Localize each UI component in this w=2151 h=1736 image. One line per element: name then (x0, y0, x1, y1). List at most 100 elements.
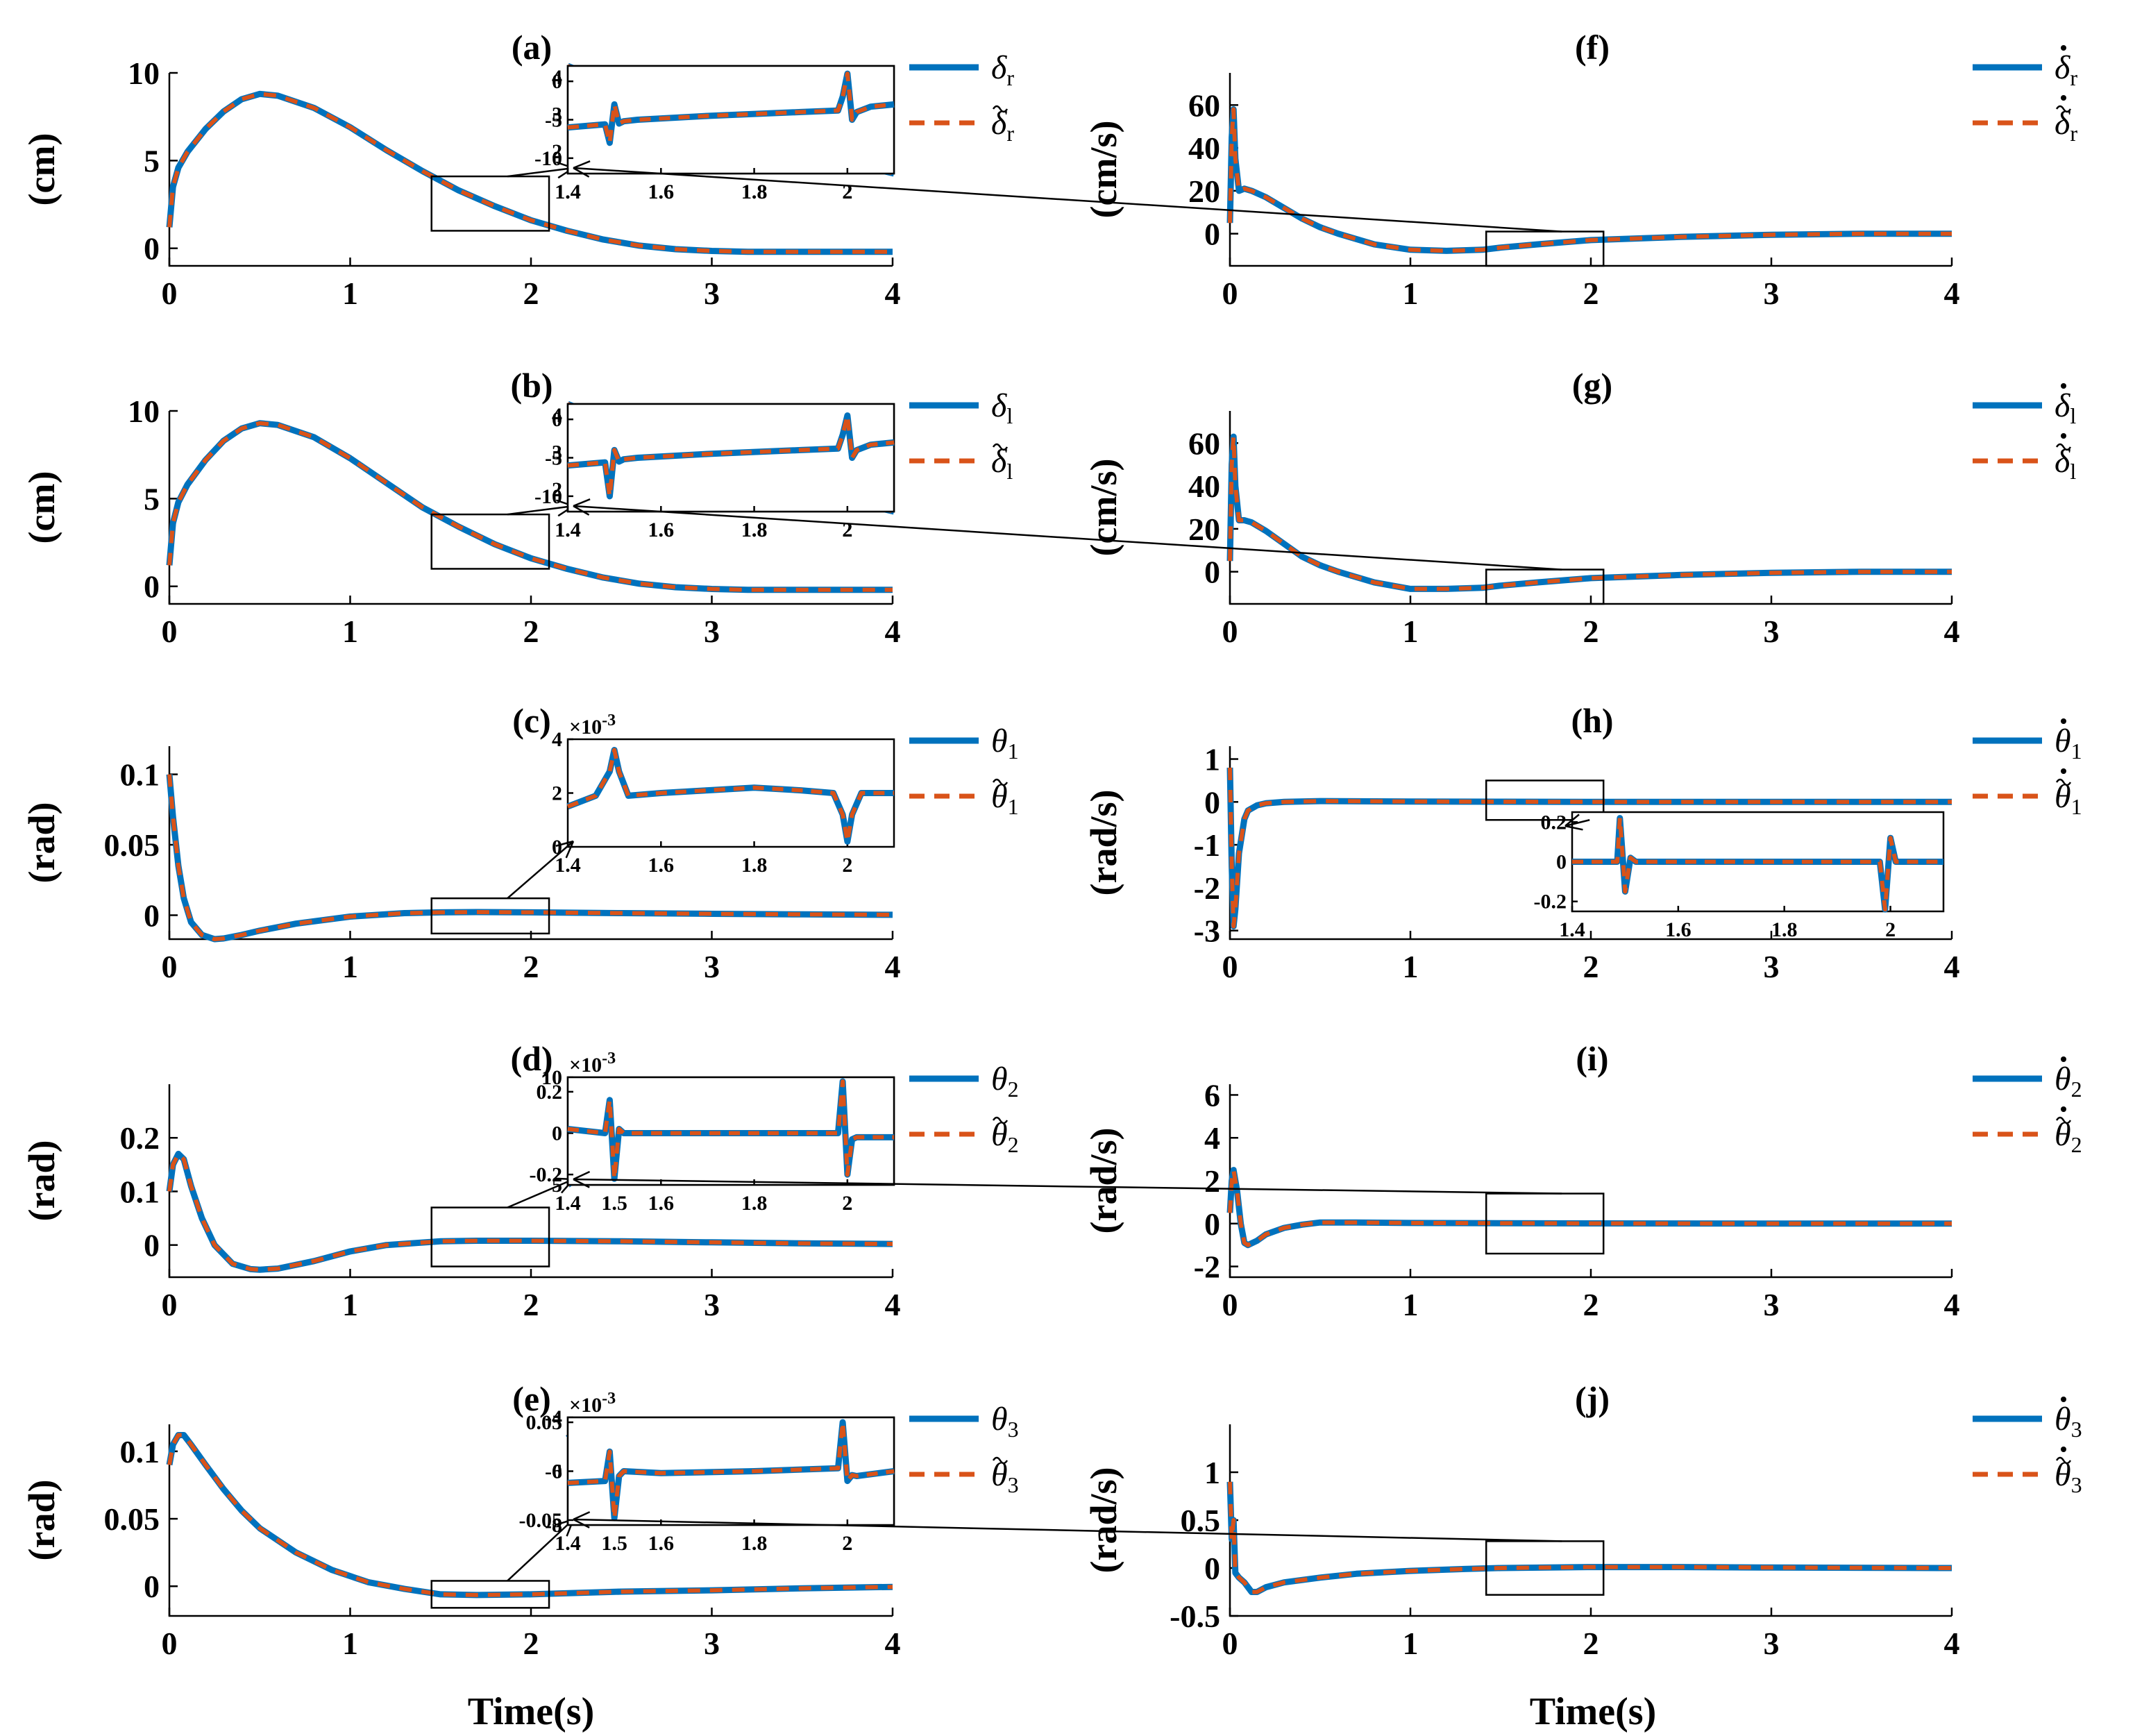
y-tick-label: -2 (1194, 870, 1220, 906)
y-axis-label: (rad/s) (1083, 1467, 1124, 1574)
inset-estimated-line (567, 413, 895, 498)
inset-x-tick-label: 2 (842, 1532, 852, 1555)
inset-x-tick-label: 1.8 (741, 180, 768, 203)
x-tick-label: 0 (1222, 1287, 1238, 1322)
inset-f: 1.4 1.6 1.8 2-10-50 (534, 65, 895, 203)
zoom-arrow (507, 505, 574, 516)
zoom-arrowhead (573, 160, 591, 178)
y-tick-label: 5 (144, 143, 160, 178)
zoom-arrowhead (555, 840, 575, 859)
x-tick-label: 2 (1583, 614, 1599, 649)
zoom-arrow (507, 1178, 574, 1208)
inset-x-tick-label: 1.4 (555, 519, 581, 541)
y-tick-label: 0 (1204, 1551, 1220, 1586)
y-tick-label: 60 (1188, 425, 1220, 461)
zoom-arrow (507, 1519, 574, 1582)
dot-accent (2061, 383, 2066, 389)
panel-label: (h) (1571, 701, 1613, 740)
x-tick-label: 4 (885, 949, 901, 984)
panel-label: (g) (1572, 366, 1612, 405)
inset-x-tick-label: 1.4 (555, 180, 581, 203)
inset-x-tick-label: 1.5 (601, 1532, 627, 1555)
inset-g: 1.4 1.6 1.8 2-10-50 (534, 403, 895, 541)
inset-y-tick-label: 4 (552, 728, 562, 751)
inset-y-tick-label: -5 (545, 109, 562, 132)
x-tick-label: 2 (1583, 1287, 1599, 1322)
legend-actual-label: θ1 (2055, 723, 2082, 764)
series-estimated-line (167, 1152, 893, 1272)
x-tick-label: 3 (1764, 614, 1780, 649)
zoom-arrow (573, 1518, 1562, 1542)
dot-accent (2061, 768, 2066, 774)
zoom-box (430, 175, 550, 232)
panel-h: 0 1 2 3 4 -3 -2 -1 0 1 (rad/s) (h) 1.4 1.6 1.8 2 -0.2 0 0.… (1083, 701, 2082, 984)
y-tick-label: 10 (128, 56, 160, 91)
x-tick-label: 1 (1403, 276, 1419, 311)
inset-y-tick-label: 4 (552, 66, 562, 89)
x-tick-label: 4 (1944, 1287, 1960, 1322)
x-tick-label: 4 (885, 1626, 901, 1661)
x-tick-label: 2 (523, 949, 539, 984)
inset-x-tick-label: 1.8 (741, 519, 768, 541)
x-tick-label: 0 (1222, 1626, 1238, 1661)
inset-x-tick-label: 1.8 (741, 180, 768, 203)
x-tick-label: 3 (704, 276, 720, 311)
zoom-arrow (507, 167, 574, 178)
x-tick-label: 3 (704, 1287, 720, 1322)
inset-x-tick-label: 1.8 (741, 1532, 768, 1555)
inset-estimated-line (567, 1079, 894, 1181)
inset-y-tick-label: -10 (534, 147, 562, 170)
dot-accent (2061, 1447, 2066, 1452)
panel-label: (b) (510, 366, 552, 405)
zoom-arrow (1564, 819, 1590, 827)
y-tick-label: 4 (1204, 1120, 1220, 1156)
panel-label: (f) (1575, 28, 1610, 67)
inset-actual-line (567, 70, 895, 146)
inset-y-tick-label: -4 (545, 1406, 562, 1429)
inset-y-tick-label: 0.05 (526, 1411, 563, 1434)
inset-x-tick-label: 1.6 (648, 519, 675, 541)
inset-x-tick-label: 1.4 (555, 519, 581, 541)
x-tick-label: 0 (162, 949, 178, 984)
x-tick-label: 0 (1222, 276, 1238, 311)
inset-y-tick-label: 10 (541, 1066, 562, 1089)
y-tick-label: 0.2 (120, 1120, 160, 1156)
x-tick-label: 2 (1583, 1626, 1599, 1661)
y-tick-label: 0 (1204, 1206, 1220, 1242)
y-axis-label: (rad) (21, 1480, 62, 1561)
y-tick-label: 0.1 (120, 1434, 160, 1469)
legend-actual-label: θ3 (2055, 1401, 2082, 1442)
tilde-accent (2055, 105, 2072, 113)
panel-c: 0 1 2 3 400.050.1(rad)(c)1.4 1.6 1.8 2024×10-3θ… (21, 701, 1019, 984)
dot-accent (2061, 433, 2066, 439)
x-tick-label: 4 (885, 276, 901, 311)
dot-accent (2061, 45, 2066, 51)
panel-label: (i) (1576, 1039, 1608, 1078)
y-axis-label: (rad/s) (1083, 1128, 1124, 1234)
x-tick-label: 2 (1583, 949, 1599, 984)
zoom-arrowhead (573, 1511, 591, 1528)
zoom-box (1485, 779, 1605, 821)
y-tick-label: 0 (144, 569, 160, 605)
series-actual-line (1226, 433, 1952, 592)
legend-actual-label: θ3 (991, 1401, 1019, 1442)
y-tick-label: 40 (1188, 130, 1220, 166)
series-estimated-line (167, 1433, 893, 1597)
x-tick-label: 3 (1764, 276, 1780, 311)
y-tick-label: 0 (144, 231, 160, 267)
x-tick-label: 1 (342, 1626, 358, 1661)
tilde-accent (2055, 1116, 2072, 1124)
tilde-accent (992, 443, 1009, 451)
inset-x-tick-label: 1.8 (741, 1192, 768, 1215)
zoom-box (430, 1206, 550, 1267)
inset-y-tick-label: -0.2 (1534, 891, 1567, 913)
legend-actual-label: δl (991, 387, 1013, 428)
zoom-box (1485, 568, 1605, 605)
